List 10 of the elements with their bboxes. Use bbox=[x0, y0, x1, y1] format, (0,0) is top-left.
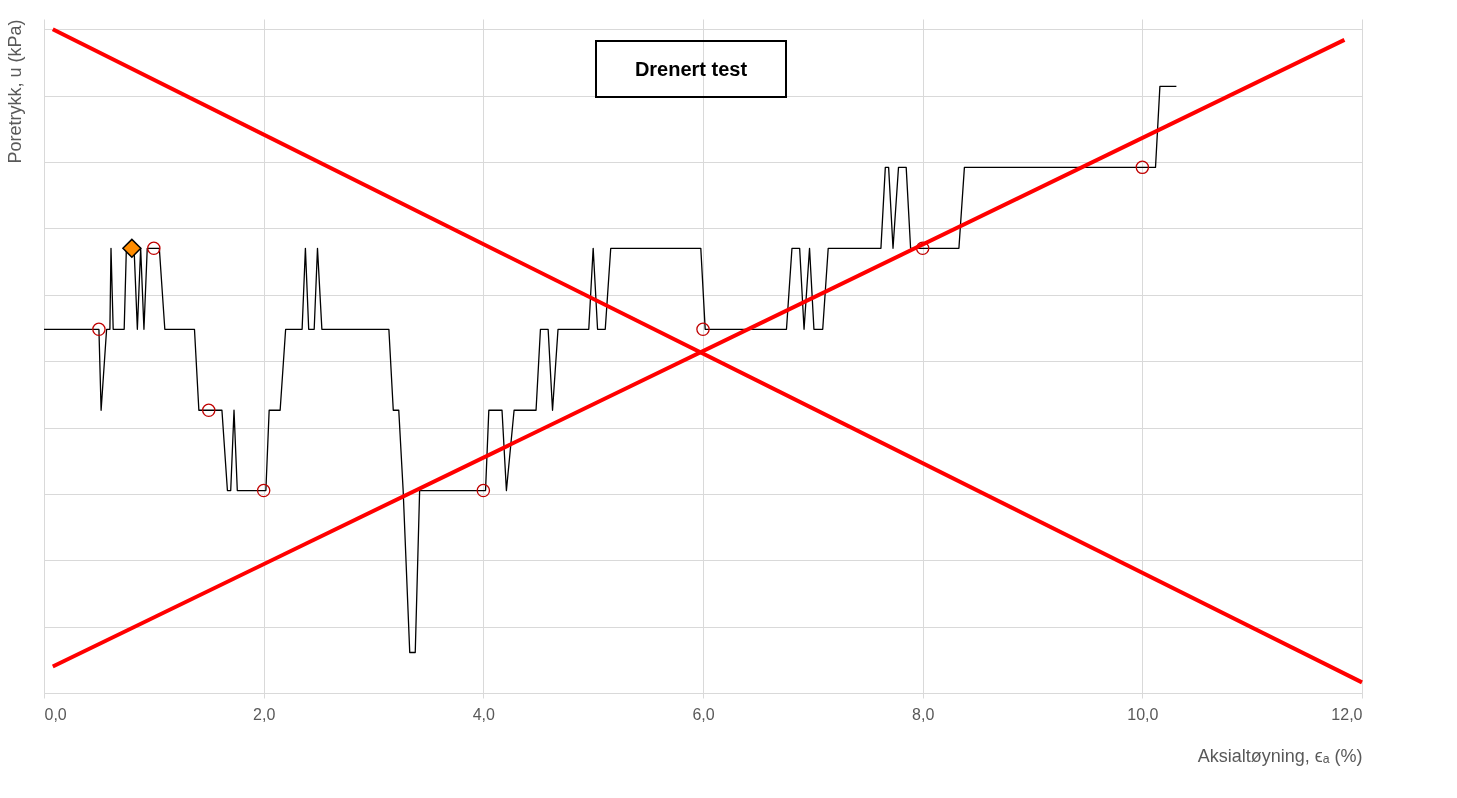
x-axis-title: Aksialtøyning, ϵₐ (%) bbox=[1197, 745, 1363, 766]
y-axis-title: Poretrykk, u (kPa) bbox=[4, 19, 25, 164]
x-tick-label: 10,0 bbox=[1127, 705, 1159, 723]
x-tick-label: 0,0 bbox=[44, 705, 67, 723]
x-tick-label: 12,0 bbox=[1331, 705, 1363, 723]
x-tick-label: 4,0 bbox=[472, 705, 496, 723]
x-tick-label: 8,0 bbox=[912, 705, 935, 723]
x-tick-label: 2,0 bbox=[253, 705, 276, 723]
x-tick-label: 6,0 bbox=[692, 705, 715, 723]
annotation: Drenert test bbox=[634, 58, 748, 80]
